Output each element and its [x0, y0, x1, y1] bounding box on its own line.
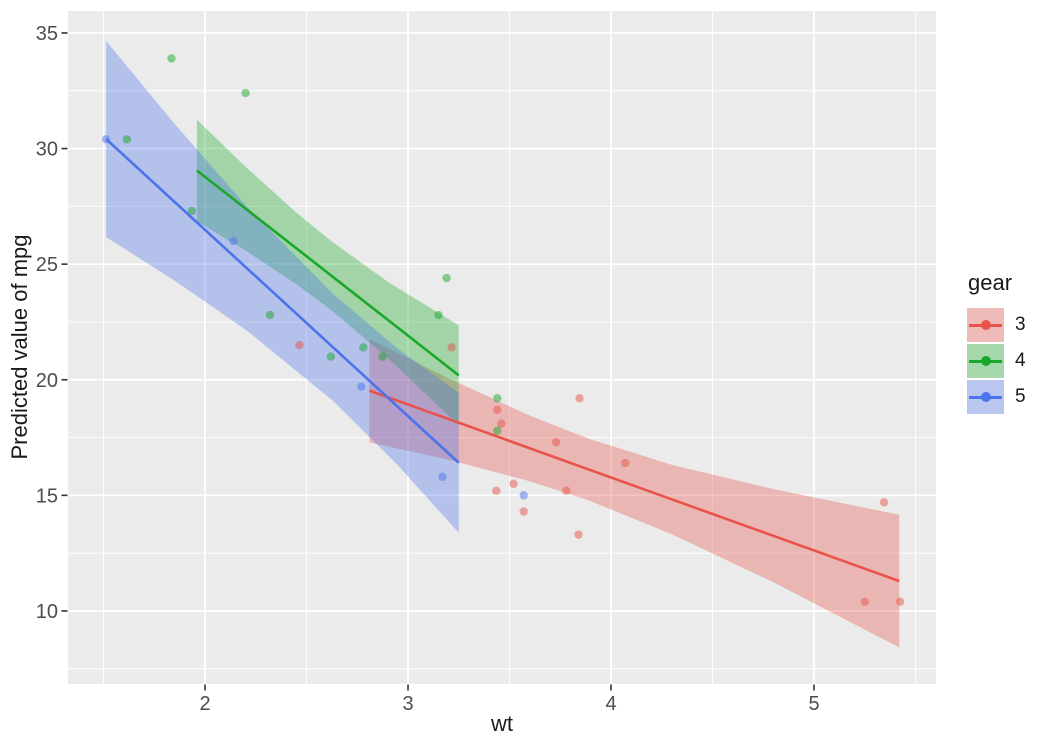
y-axis-title: Predicted value of mpg [7, 234, 32, 460]
data-point-gear-3 [493, 405, 502, 415]
data-point-gear-3 [492, 486, 501, 495]
legend-item-gear-3: 3 [967, 308, 1026, 342]
data-point-gear-3 [562, 486, 571, 495]
data-point-gear-3 [519, 507, 528, 516]
data-point-gear-5 [519, 491, 528, 500]
data-point-gear-4 [493, 394, 502, 403]
confidence-band-gear-5 [106, 41, 459, 533]
data-point-gear-4 [378, 352, 387, 361]
data-point-gear-3 [509, 479, 518, 488]
data-point-gear-3 [621, 458, 630, 468]
data-point-gear-3 [895, 597, 905, 606]
legend: gear 3 4 5 [967, 270, 1026, 416]
data-point-gear-5 [357, 382, 366, 391]
y-axis-tick-label: 20 [36, 370, 58, 392]
data-point-gear-5 [438, 472, 447, 482]
data-point-gear-4 [442, 273, 451, 283]
y-axis-tick-label: 10 [36, 601, 58, 623]
data-point-gear-3 [295, 340, 304, 350]
data-point-gear-4 [359, 343, 368, 352]
data-point-gear-4 [241, 88, 250, 98]
x-axis-title: wt [491, 711, 513, 736]
x-axis-tick-label: 2 [199, 693, 210, 715]
legend-item-gear-4: 4 [967, 344, 1026, 378]
legend-label: 5 [1015, 386, 1026, 407]
y-axis-tick-label: 25 [36, 254, 58, 276]
data-point-gear-3 [574, 530, 583, 539]
data-point-gear-4 [326, 352, 336, 361]
data-point-gear-5 [101, 135, 111, 144]
data-point-gear-4 [187, 206, 197, 216]
regression-line-gear-5 [105, 138, 460, 464]
y-axis-tick-label: 35 [36, 23, 58, 45]
legend-point-icon [980, 356, 991, 366]
legend-key-smooth-icon [967, 344, 1004, 378]
legend-label: 3 [1015, 314, 1026, 335]
data-point-gear-4 [434, 310, 443, 320]
regression-line-gear-3 [369, 389, 900, 583]
confidence-band-gear-3 [369, 338, 900, 648]
x-axis-tick-label: 4 [605, 693, 616, 715]
data-point-gear-3 [860, 597, 869, 606]
legend-key-smooth-icon [967, 380, 1004, 414]
data-point-gear-4 [122, 135, 132, 144]
legend-key-smooth-icon [967, 308, 1004, 342]
x-axis-tick-label: 3 [402, 693, 413, 715]
data-point-gear-4 [167, 54, 176, 63]
y-axis-tick-label: 30 [36, 139, 58, 161]
regression-line-gear-4 [196, 169, 460, 377]
legend-title: gear [968, 270, 1013, 295]
data-point-gear-3 [551, 437, 561, 447]
data-point-gear-3 [497, 419, 506, 428]
legend-label: 4 [1015, 350, 1026, 371]
plot-panel [68, 11, 936, 684]
legend-point-icon [980, 320, 991, 330]
data-point-gear-3 [879, 498, 889, 507]
legend-point-icon [980, 392, 991, 402]
data-point-gear-4 [493, 426, 502, 435]
y-axis-tick-label: 15 [36, 485, 58, 507]
data-point-gear-3 [575, 394, 584, 403]
data-point-gear-5 [229, 236, 238, 246]
legend-item-gear-5: 5 [967, 380, 1026, 414]
data-point-gear-4 [265, 310, 275, 320]
x-axis-tick-label: 5 [808, 693, 819, 715]
data-point-gear-3 [447, 343, 456, 352]
